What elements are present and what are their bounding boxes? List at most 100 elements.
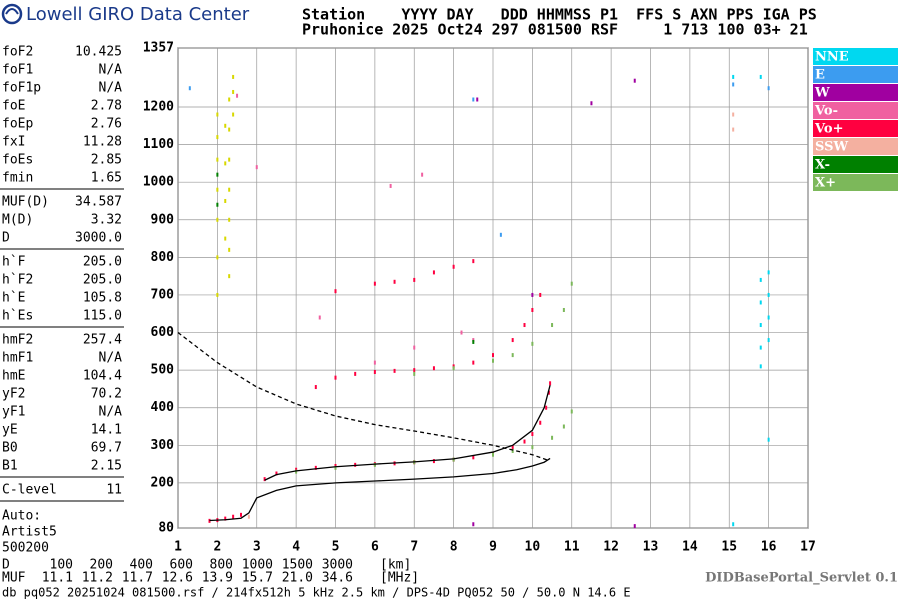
echo-point [421,172,424,177]
echo-point [224,123,227,128]
x-tick-label: 1 [174,540,182,555]
param-name: foF2 [2,45,33,60]
echo-point [472,339,475,344]
param-value: 2.78 [91,99,122,114]
y-tick-label: 500 [151,363,175,378]
param-value: 14.1 [91,423,122,438]
legend-swatch [813,48,898,65]
echo-point [531,445,534,450]
profile-line [177,332,549,461]
echo-point [208,518,211,523]
echo-point [314,385,317,390]
param-name: D [2,231,10,246]
echo-point [476,97,479,102]
x-tick-label: 8 [450,540,458,555]
param-value: N/A [99,63,123,78]
echo-point [539,292,542,297]
param-name: foF1p [2,81,41,96]
d_scale-unit: [km] [380,558,411,573]
d_scale-value: 1000 [242,558,273,573]
echo-point [633,78,636,83]
param-name: foF1 [2,63,33,78]
echo-point [460,330,463,335]
echo-point [452,457,455,462]
param-value: 115.0 [83,309,122,324]
d_scale-value: 600 [170,558,193,573]
echo-point [492,452,494,457]
legend-label: X- [815,158,830,173]
echo-point [545,405,548,410]
echo-point [759,300,762,305]
echo-point [767,86,770,91]
echo-point [531,432,534,437]
echo-point [232,514,235,519]
echo-point [232,89,235,94]
echo-point [389,183,392,188]
param-name: C-level [2,483,57,498]
echo-point [551,435,554,440]
echo-point [334,375,337,380]
echo-point [767,292,770,297]
echo-point [228,127,231,132]
y-tick-label: 900 [151,212,175,227]
echo-point [255,165,258,170]
x-tick-label: 17 [800,540,816,555]
logo [1,3,23,25]
muf_scale-value: 21.0 [282,571,313,586]
echo-point [531,307,534,312]
param-name: B0 [2,441,18,456]
param-name: hmF2 [2,333,33,348]
x-tick-label: 3 [253,540,261,555]
legend-swatch [813,84,898,101]
echo-point [373,370,376,375]
echo-point [216,172,219,177]
muf_scale-value: 11.1 [42,571,73,586]
param-value: 205.0 [83,255,122,270]
echo-point [413,368,416,373]
echo-point [232,112,235,117]
param-value: 105.8 [83,291,122,306]
echo-point [570,409,573,414]
x-tick-label: 6 [371,540,379,555]
param-name: foEp [2,117,33,132]
echo-point [551,323,554,328]
param-name: h`F2 [2,273,33,288]
legend-label: E [815,68,825,83]
echo-point [432,366,435,371]
param-value: 10.425 [75,45,122,60]
echo-point [767,270,770,275]
param-value: 2.85 [91,153,122,168]
muf_scale-value: 13.9 [202,571,233,586]
param-value: 34.587 [75,195,122,210]
echo-point [759,277,762,282]
echo-point [492,358,494,363]
echo-point [232,74,235,79]
x-tick-label: 14 [682,540,698,555]
echo-point [472,455,475,460]
echo-point [393,368,396,373]
d_scale-value: 400 [130,558,153,573]
echo-point [247,514,250,519]
legend-swatch [813,156,898,173]
echo-point [318,315,321,320]
echo-point [224,516,227,521]
legend-label: SSW [815,140,848,155]
echo-point [263,477,266,482]
param-value: 70.2 [91,387,122,402]
muf_scale-value: 34.6 [322,571,353,586]
d_scale-value: 200 [90,558,113,573]
echo-point [732,74,735,79]
x-tick-label: 13 [643,540,659,555]
param-value: 3.32 [91,213,122,228]
param-value: 3000.0 [75,231,122,246]
echo-point [224,198,227,203]
x-tick-label: 11 [564,540,580,555]
param-name: hmF1 [2,351,33,366]
param-name: B1 [2,459,18,474]
param-name: h`F [2,255,26,270]
x-tick-label: 5 [332,540,340,555]
echo-point [732,127,735,132]
legend-label: W [814,86,830,101]
y-tick-label: 80 [158,521,174,536]
